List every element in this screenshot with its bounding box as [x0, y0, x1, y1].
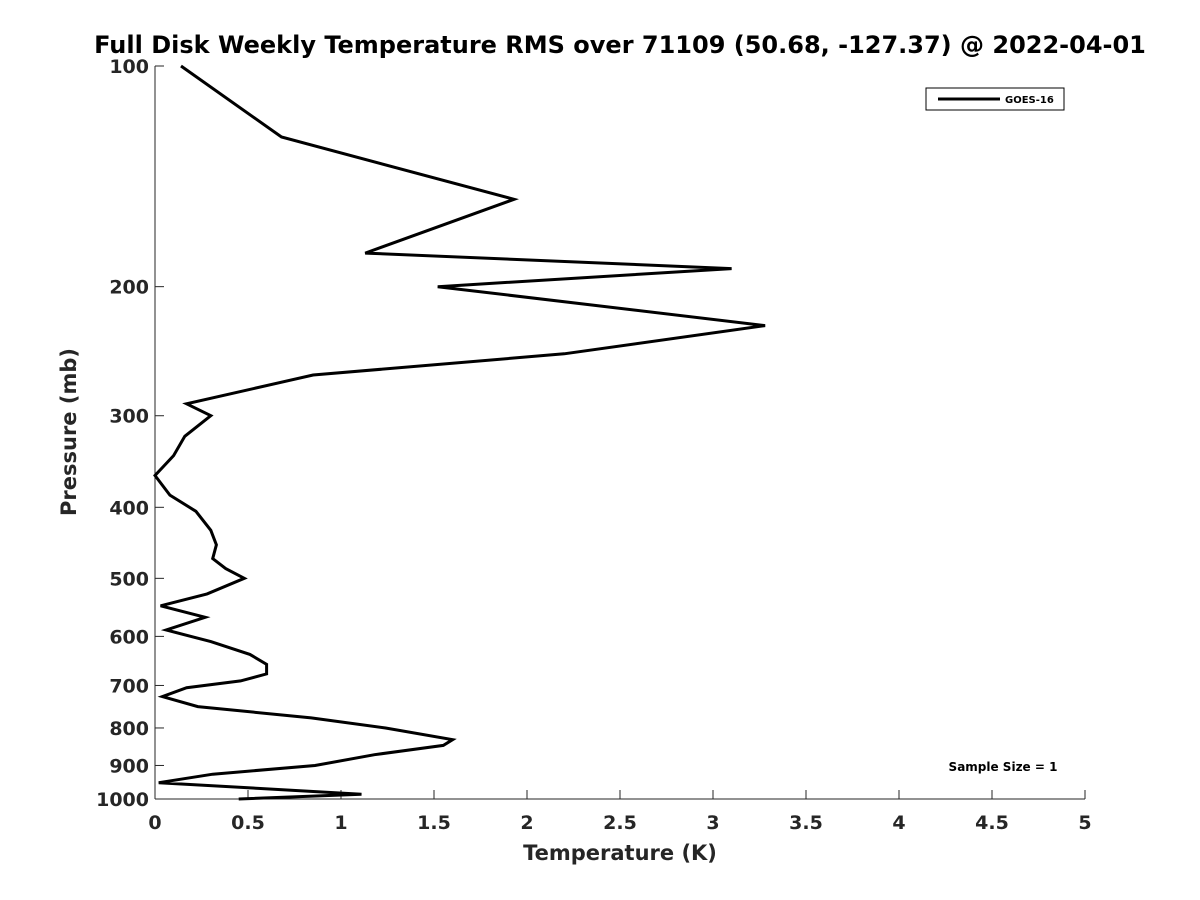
x-tick-label: 5 [1078, 812, 1091, 834]
chart-title: Full Disk Weekly Temperature RMS over 71… [94, 31, 1146, 59]
legend: GOES-16 [925, 87, 1065, 111]
x-tick-label: 2 [520, 812, 533, 834]
y-tick-label: 800 [109, 718, 149, 740]
x-tick-label: 3 [706, 812, 719, 834]
x-tick-label: 0.5 [231, 812, 265, 834]
y-tick-label: 100 [109, 56, 149, 78]
y-tick-label: 600 [109, 626, 149, 648]
y-tick-label: 400 [109, 497, 149, 519]
axes [154, 66, 1085, 800]
x-axis-label: Temperature (K) [523, 841, 717, 865]
x-tick-label: 0 [148, 812, 161, 834]
y-tick-label: 700 [109, 675, 149, 697]
y-tick-label: 500 [109, 568, 149, 590]
x-tick-label: 4 [892, 812, 905, 834]
y-tick-label: 200 [109, 277, 149, 299]
series-line-goes-16 [153, 64, 766, 801]
x-tick-label: 1.5 [417, 812, 451, 834]
y-tick-label: 900 [109, 755, 149, 777]
x-tick-label: 4.5 [975, 812, 1009, 834]
y-axis-label: Pressure (mb) [57, 348, 81, 516]
y-tick-label: 1000 [96, 789, 149, 811]
x-axis-ticks: 0 0.5 1 1.5 2 2.5 3 3.5 4 4.5 5 [148, 790, 1092, 834]
sample-size-annotation: Sample Size = 1 [949, 760, 1058, 774]
y-axis-ticks: 100 200 300 400 500 600 700 800 900 1000 [96, 56, 164, 811]
y-tick-label: 300 [109, 406, 149, 428]
series-layer [153, 64, 766, 801]
x-tick-label: 2.5 [603, 812, 637, 834]
x-tick-label: 3.5 [789, 812, 823, 834]
legend-label-goes-16: GOES-16 [1005, 95, 1054, 106]
x-tick-label: 1 [334, 812, 347, 834]
